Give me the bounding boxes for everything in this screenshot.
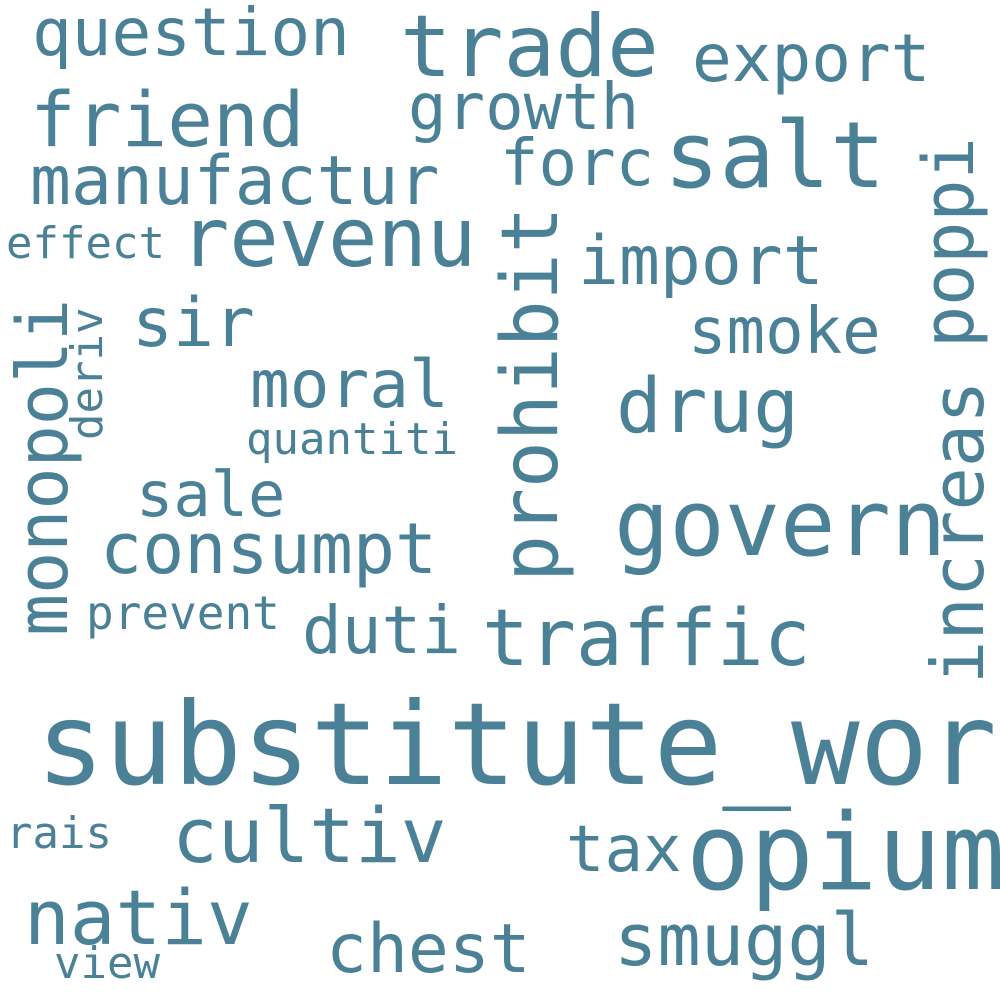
- word-increas: increas: [916, 380, 1000, 684]
- word-duti: duti: [302, 592, 461, 669]
- word-tax: tax: [566, 813, 682, 887]
- word-traffic: traffic: [482, 594, 811, 684]
- word-deriv: deriv: [62, 307, 113, 440]
- word-quantiti: quantiti: [246, 414, 458, 465]
- word-friend: friend: [30, 75, 305, 164]
- word-govern: govern: [614, 470, 947, 577]
- word-forc: forc: [500, 127, 655, 201]
- word-question: question: [32, 0, 350, 71]
- word-effect: effect: [6, 218, 165, 269]
- word-prevent: prevent: [86, 586, 280, 640]
- word-trade: trade: [400, 0, 659, 97]
- word-rais: rais: [6, 808, 112, 859]
- word-import: import: [578, 222, 824, 301]
- word-view: view: [54, 938, 160, 989]
- word-sir: sir: [132, 284, 255, 363]
- word-substitute-word: substitute_word: [36, 678, 1000, 811]
- word-smoke: smoke: [688, 295, 881, 369]
- word-drug: drug: [616, 361, 800, 450]
- word-smuggl: smuggl: [614, 898, 875, 982]
- word-consumpt: consumpt: [100, 508, 438, 590]
- word-poppi: poppi: [908, 137, 990, 348]
- word-moral: moral: [250, 346, 449, 423]
- word-revenu: revenu: [180, 191, 477, 286]
- word-manufactur: manufactur: [30, 142, 440, 221]
- word-opium: opium: [686, 791, 1000, 914]
- word-prohibit: prohibit: [486, 206, 576, 582]
- word-export: export: [692, 20, 931, 97]
- word-chest: chest: [326, 910, 531, 989]
- word-sale: sale: [136, 458, 286, 531]
- word-salt: salt: [664, 102, 886, 209]
- word-cultiv: cultiv: [172, 791, 447, 880]
- word-nativ: nativ: [24, 873, 253, 962]
- word-growth: growth: [408, 71, 640, 145]
